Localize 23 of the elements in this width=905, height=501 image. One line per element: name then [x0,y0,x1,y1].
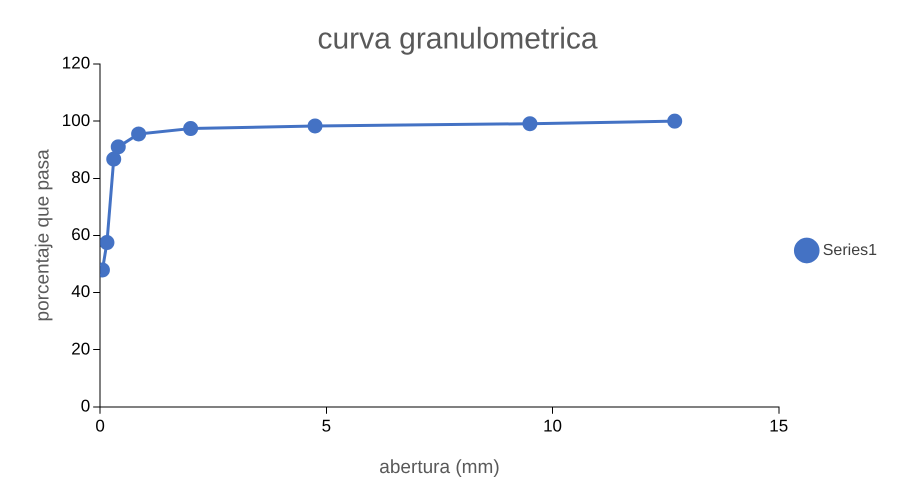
point [110,139,126,154]
y-tick-label: 60 [71,225,90,244]
point [522,116,538,132]
x-tick-label: 10 [543,416,562,436]
y-tick-label: 80 [71,168,90,187]
point [667,114,682,129]
point [100,235,114,250]
x-tick-label: 5 [322,416,332,436]
legend-label: Series1 [822,242,878,259]
y-tick-label: 0 [80,396,90,416]
x-tick-label: 15 [769,416,788,436]
x-tick-label: 0 [95,416,105,436]
y-tick-label: 20 [71,339,90,358]
x-axis-title: abertura (mm) [379,456,500,478]
y-axis-title: porcentaje que pasa [32,148,54,322]
point [183,121,198,136]
point [106,152,122,167]
y-tick-label: 40 [71,282,90,302]
chart-title: curva granulometrica [317,22,598,56]
point [131,126,146,142]
y-tick-label: 120 [62,54,90,73]
y-tick-label: 100 [62,110,90,130]
point [308,118,323,134]
